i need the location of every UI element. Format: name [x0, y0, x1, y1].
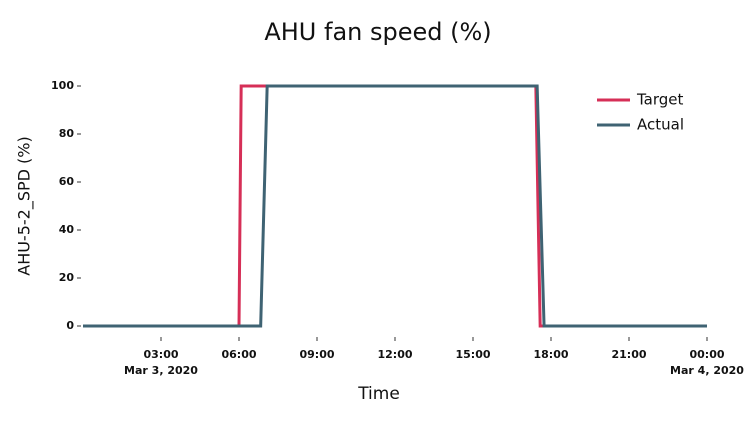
x-tick-label: 06:00 [221, 348, 256, 361]
y-tick-label: 60 [59, 175, 75, 188]
x-tick-label: 00:00 [689, 348, 724, 361]
x-tick-label: 09:00 [299, 348, 334, 361]
x-tick-sublabel: Mar 3, 2020 [124, 364, 198, 377]
x-tick-label: 03:00 [143, 348, 178, 361]
x-tick-label: 21:00 [611, 348, 646, 361]
x-axis-title: Time [357, 384, 400, 404]
y-tick-label: 100 [51, 79, 74, 92]
x-tick-label: 12:00 [377, 348, 412, 361]
x-tick-label: 18:00 [533, 348, 568, 361]
chart-title: AHU fan speed (%) [264, 18, 491, 46]
y-tick-label: 20 [59, 271, 75, 284]
legend-label: Actual [637, 116, 684, 134]
series-line [83, 84, 707, 328]
x-tick-label: 15:00 [455, 348, 490, 361]
y-tick-label: 0 [66, 319, 74, 332]
series-line [83, 84, 707, 328]
y-tick-label: 40 [59, 223, 75, 236]
y-tick-label: 80 [59, 127, 75, 140]
legend-label: Target [636, 91, 684, 109]
y-axis-title: AHU-5-2_SPD (%) [15, 136, 35, 276]
x-tick-sublabel: Mar 4, 2020 [670, 364, 744, 377]
